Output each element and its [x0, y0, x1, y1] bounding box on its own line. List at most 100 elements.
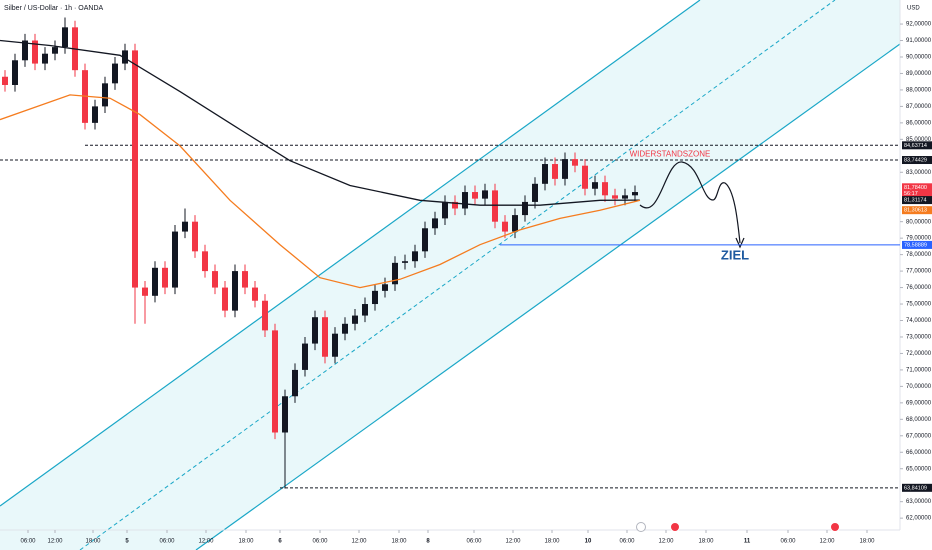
- x-tick-label: 12:00: [198, 539, 214, 545]
- y-tick-label: 65,00000: [906, 466, 932, 472]
- y-tick-label: 76,00000: [906, 285, 932, 291]
- candle-body: [462, 192, 468, 209]
- y-tick-label: 89,00000: [906, 71, 932, 77]
- moving-average: [0, 94, 641, 289]
- candle-body: [162, 267, 168, 288]
- x-tick-label: 18:00: [698, 539, 714, 545]
- x-tick-label: 12:00: [819, 539, 835, 545]
- y-tick-label: 91,00000: [906, 38, 932, 44]
- x-tick-label: 11: [744, 539, 751, 545]
- x-tick-label: 12:00: [351, 539, 367, 545]
- y-tick-label: 80,00000: [906, 219, 932, 225]
- candle-body: [92, 106, 98, 123]
- candle-body: [562, 159, 568, 179]
- y-tick-label: 63,00000: [906, 499, 932, 505]
- y-tick-label: 71,00000: [906, 367, 932, 373]
- candle-body: [142, 287, 148, 296]
- x-tick-label: 06:00: [466, 539, 482, 545]
- candle-body: [322, 317, 328, 357]
- candle-body: [212, 271, 218, 288]
- y-tick-label: 92,00000: [906, 22, 932, 28]
- candle-body: [472, 192, 478, 199]
- y-tick-label: 72,00000: [906, 351, 932, 357]
- candle-body: [242, 271, 248, 288]
- x-tick-label: 12:00: [505, 539, 521, 545]
- price-tag: [902, 141, 932, 150]
- candle-body: [612, 195, 618, 199]
- y-tick-label: 69,00000: [906, 400, 932, 406]
- event-icon[interactable]: [636, 522, 646, 532]
- annotation: ZIEL: [721, 248, 749, 263]
- candle-body: [22, 40, 28, 61]
- y-tick-label: 85,00000: [906, 137, 932, 143]
- y-tick-label: 86,00000: [906, 120, 932, 126]
- candle-body: [112, 63, 118, 84]
- candle-body: [632, 192, 638, 196]
- price-tag: [902, 183, 932, 198]
- x-tick-label: 8: [426, 539, 430, 545]
- candle-body: [2, 76, 8, 85]
- countdown: 56:17: [904, 191, 918, 197]
- candle-body: [402, 261, 408, 263]
- x-tick-label: 06:00: [619, 539, 635, 545]
- candle-body: [532, 183, 538, 202]
- y-tick-label: 70,00000: [906, 384, 932, 390]
- candle-body: [12, 60, 18, 85]
- candle-body: [492, 190, 498, 222]
- price-tag-label: 63,84109: [904, 485, 927, 491]
- annotation: WIDERSTANDSZONE: [630, 149, 711, 158]
- x-tick-label: 12:00: [658, 539, 674, 545]
- candle-body: [392, 262, 398, 285]
- candle-body: [542, 164, 548, 184]
- candle-body: [442, 201, 448, 219]
- x-tick-label: 18:00: [238, 539, 254, 545]
- candle-body: [592, 182, 598, 189]
- price-tag-label: 81,78400: [904, 185, 927, 191]
- y-tick-label: 90,00000: [906, 55, 932, 61]
- candle-body: [452, 201, 458, 209]
- candle-body: [282, 396, 288, 433]
- candle-body: [252, 287, 258, 301]
- x-tick-label: 06:00: [312, 539, 328, 545]
- candle-body: [232, 271, 238, 311]
- channel-middle: [79, 0, 836, 550]
- y-tick-label: 77,00000: [906, 269, 932, 275]
- price-tag-label: 84,63714: [904, 143, 927, 149]
- x-tick-label: 18:00: [391, 539, 407, 545]
- y-tick-label: 67,00000: [906, 433, 932, 439]
- candle-body: [372, 290, 378, 305]
- x-tick-label: 18:00: [544, 539, 560, 545]
- y-tick-label: 73,00000: [906, 335, 932, 341]
- price-tag: [902, 483, 932, 492]
- y-tick-label: 75,00000: [906, 302, 932, 308]
- event-flag[interactable]: [830, 522, 840, 532]
- x-tick-label: 06:00: [20, 539, 36, 545]
- forecast-arrow: [735, 237, 745, 249]
- y-tick-label: 68,00000: [906, 417, 932, 423]
- y-tick-label: 83,00000: [906, 170, 932, 176]
- x-tick-label: 6: [278, 539, 282, 545]
- x-tick-label: 06:00: [159, 539, 175, 545]
- candle-body: [122, 50, 128, 64]
- moving-average: [0, 39, 641, 206]
- price-tag: [902, 206, 932, 215]
- candle-body: [262, 300, 268, 331]
- y-tick-label: 87,00000: [906, 104, 932, 110]
- y-unit: USD: [907, 6, 920, 12]
- candle-body: [202, 251, 208, 272]
- y-tick-label: 88,00000: [906, 88, 932, 94]
- candle-body: [382, 284, 388, 291]
- candle-body: [432, 218, 438, 229]
- price-tag: [902, 240, 932, 249]
- candle-body: [52, 47, 58, 54]
- candle-body: [522, 201, 528, 216]
- candle-body: [412, 251, 418, 262]
- candle-body: [42, 53, 48, 64]
- price-tag-label: 81,31174: [904, 198, 927, 204]
- candle-body: [362, 304, 368, 316]
- candle-body: [502, 221, 508, 232]
- price-tag: [902, 156, 932, 165]
- candle-body: [422, 228, 428, 252]
- event-flag[interactable]: [670, 522, 680, 532]
- candle-body: [102, 83, 108, 107]
